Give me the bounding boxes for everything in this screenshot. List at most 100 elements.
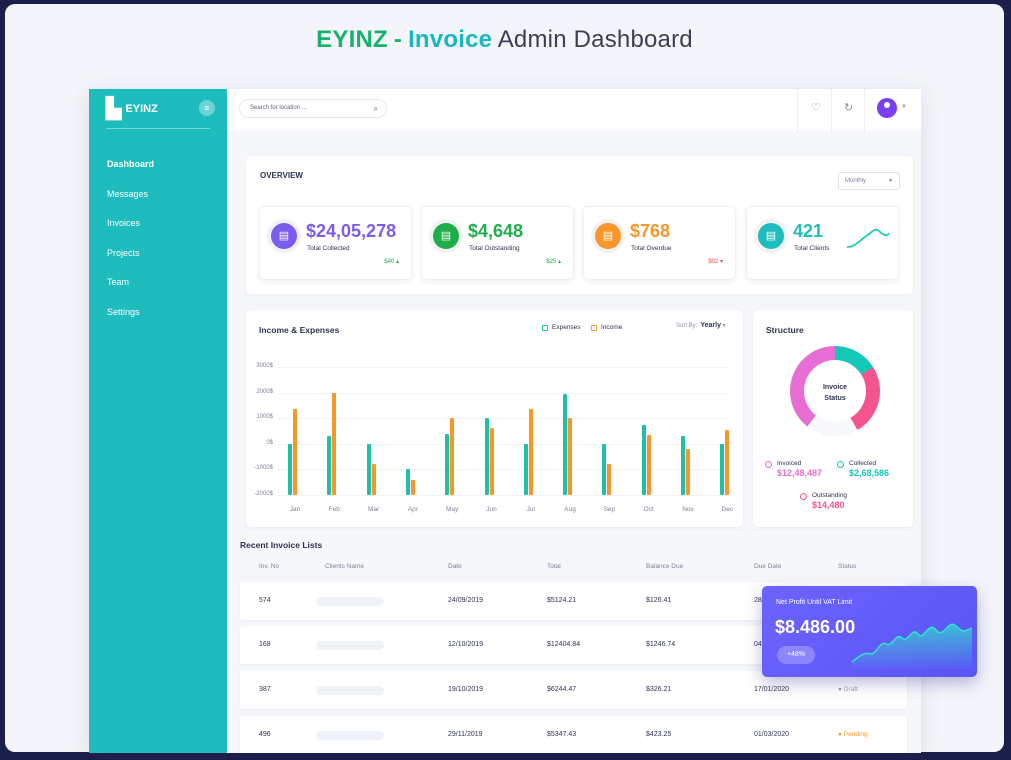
net-profit-card[interactable]: Net Profit Until VAT Limit $8.486.00 +48… [762, 586, 977, 677]
stat-total-clients[interactable]: ▤ 421 Total Clients [746, 206, 899, 280]
recent-title: Recent Invoice Lists [240, 540, 323, 550]
hero-rest: Admin Dashboard [497, 26, 693, 53]
bar-income[interactable] [332, 392, 337, 495]
stat-total-overdue[interactable]: ▤ $768 Total Overdue $02 ▾ [583, 206, 736, 280]
search-placeholder: Search for location ... [250, 105, 307, 111]
structure-title: Structure [766, 325, 804, 335]
bar-income[interactable] [293, 409, 297, 495]
gridline [278, 392, 728, 394]
bar-income[interactable] [371, 464, 376, 495]
stat-total-collected[interactable]: ▤ $24,05,278 Total Collected $40 ▴ [259, 206, 412, 280]
search-icon[interactable]: ⌕ [373, 104, 378, 113]
x-tick-label: Aug [564, 506, 576, 513]
bar-expenses[interactable] [366, 443, 371, 495]
bar-income[interactable] [646, 434, 651, 495]
topbar: Search for location ... ⌕ ♡ ↻ ▼ [227, 89, 921, 131]
bar-income[interactable] [607, 464, 612, 495]
y-tick-label: 3000$ [256, 363, 273, 369]
x-tick-label: Mar [367, 506, 380, 513]
status-badge: ● Draft [838, 686, 858, 693]
bar-expenses[interactable] [484, 418, 489, 495]
table-row[interactable]: 387 19/10/2019 $6244.47 $326.21 17/01/20… [240, 671, 907, 709]
showcase-title: EYINZ - Invoice Admin Dashboard [5, 26, 1004, 54]
period-select[interactable]: Monthly ▼ [838, 172, 900, 190]
gridline [278, 443, 728, 445]
gridline [278, 418, 728, 420]
sidebar-nav: Dashboard Messages Invoices Projects Tea… [107, 159, 154, 337]
legend-income[interactable]: Income [591, 324, 622, 331]
sidebar-item-projects[interactable]: Projects [107, 247, 140, 258]
bar-expenses[interactable] [602, 443, 607, 495]
x-tick-label: Jun [486, 506, 497, 513]
chart-title: Income & Expenses [259, 325, 340, 335]
bar-income[interactable] [528, 409, 533, 495]
menu-toggle-button[interactable]: ≡ [199, 100, 215, 116]
stat-label: Total Collected [307, 245, 350, 252]
structure-card: Structure Invoice Status Invoiced $12,48,… [753, 310, 913, 527]
period-value: Monthly [845, 178, 867, 184]
trend-down-icon: ▾ [719, 259, 723, 265]
bar-expenses[interactable] [288, 443, 292, 495]
dot-icon: ● [838, 686, 842, 693]
hamburger-icon: ≡ [204, 103, 210, 113]
sidebar-item-invoices[interactable]: Invoices [107, 218, 141, 229]
refresh-icon[interactable]: ↻ [844, 102, 854, 114]
stat-total-outstanding[interactable]: ▤ $4,648 Total Outstanding $25 ▴ [421, 206, 574, 280]
stat-delta: $40 ▴ [384, 259, 399, 265]
bar-expenses[interactable] [405, 469, 410, 495]
chevron-down-icon[interactable]: ▼ [901, 104, 907, 110]
sidebar-item-messages[interactable]: Messages [107, 188, 149, 199]
sparkline [846, 228, 890, 248]
hero-invoice: Invoice [408, 26, 493, 53]
bar-income[interactable] [450, 418, 455, 495]
invoice-icon: ▤ [433, 223, 459, 249]
status-badge: ● Pending [838, 731, 868, 738]
bar-income[interactable] [410, 479, 415, 495]
overview-card: OVERVIEW Monthly ▼ ▤ $24,05,278 Total Co… [246, 156, 913, 294]
chevron-down-icon: ▾ [722, 323, 726, 329]
stat-value: $4,648 [468, 221, 524, 241]
bar-income[interactable] [489, 428, 494, 495]
x-tick-label: Feb [328, 506, 340, 513]
table-row[interactable]: 496 29/11/2019 $5347.43 $423.25 01/03/20… [240, 716, 907, 753]
col-header: Status [838, 563, 857, 570]
gridline [278, 495, 728, 496]
overview-title: OVERVIEW [260, 171, 303, 180]
bar-expenses[interactable] [327, 436, 332, 495]
bar-income[interactable] [686, 448, 690, 495]
bell-icon[interactable]: ♡ [811, 102, 821, 114]
y-tick-label: -1000$ [254, 465, 273, 472]
col-header: Inv. No [259, 563, 280, 570]
divider [106, 128, 210, 129]
bar-expenses[interactable] [641, 424, 646, 495]
sidebar-item-dashboard[interactable]: Dashboard [107, 159, 155, 169]
logo[interactable]: ▙ EYINZ [106, 99, 158, 119]
bar-expenses[interactable] [681, 436, 685, 495]
bar-expenses[interactable] [445, 433, 450, 495]
building-logo-icon: ▙ [106, 98, 122, 120]
dot-icon: ● [838, 731, 842, 738]
sort-select[interactable]: Sort By: Yearly ▾ [676, 322, 726, 329]
user-avatar-icon[interactable] [877, 98, 897, 118]
bar-income[interactable] [568, 418, 573, 495]
bar-expenses[interactable] [563, 393, 568, 495]
bar-expenses[interactable] [720, 443, 725, 495]
gridline [278, 367, 728, 368]
legend-expenses[interactable]: Expenses [542, 324, 581, 331]
divider [831, 89, 832, 131]
stat-value: $24,05,278 [306, 221, 397, 241]
search-input[interactable]: Search for location ... ⌕ [239, 99, 387, 118]
sidebar-item-team[interactable]: Team [107, 277, 130, 288]
logo-text: EYINZ [125, 103, 158, 115]
sidebar-item-settings[interactable]: Settings [107, 306, 140, 317]
x-tick-label: Nov [682, 506, 694, 513]
chevron-down-icon: ▼ [888, 178, 893, 184]
bar-expenses[interactable] [523, 443, 528, 495]
bar-income[interactable] [725, 429, 730, 495]
col-header: Date [448, 563, 462, 570]
legend-swatch [542, 324, 548, 331]
x-tick-label: Dec [721, 506, 734, 513]
stat-delta: $02 ▾ [708, 259, 723, 265]
profit-label: Net Profit Until VAT Limit [776, 599, 853, 606]
donut-chart [790, 346, 880, 436]
